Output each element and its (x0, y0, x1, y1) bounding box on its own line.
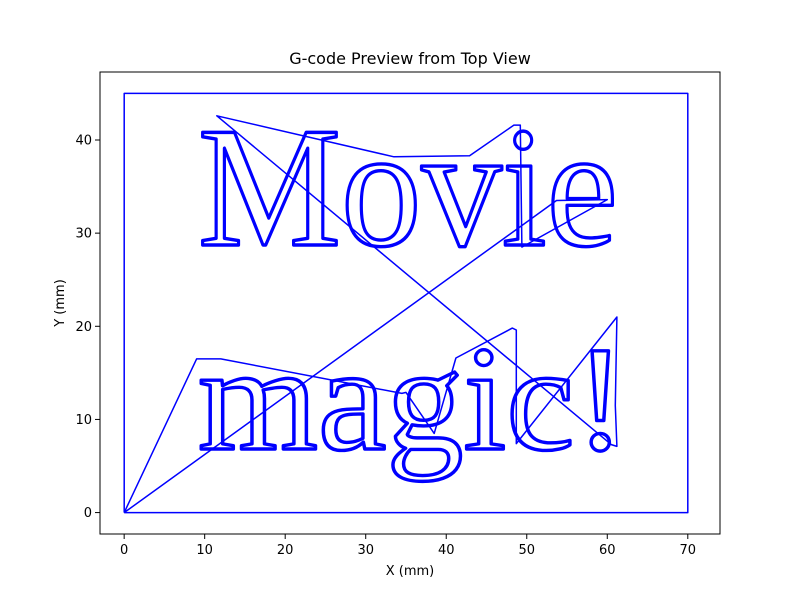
axes-frame (99, 71, 721, 535)
x-tick-label: 30 (357, 543, 374, 558)
x-tick-label: 20 (277, 543, 294, 558)
y-tick-label: 30 (75, 227, 92, 242)
x-tick-label: 0 (120, 543, 128, 558)
x-tick-label: 40 (438, 543, 455, 558)
y-tick-label: 10 (75, 413, 92, 428)
x-tick-label: 10 (196, 543, 213, 558)
x-tick-label: 70 (680, 543, 697, 558)
y-axis: 0 10 20 30 40 (75, 133, 100, 521)
x-axis: 0 10 20 30 40 50 60 70 (120, 534, 696, 558)
y-tick-label: 20 (75, 320, 92, 335)
y-axis-label: Y (mm) (53, 279, 68, 328)
glyph-layer: Movie magic! (196, 91, 627, 483)
x-tick-label: 50 (518, 543, 535, 558)
chart-title: G-code Preview from Top View (289, 49, 531, 68)
toolpath-text-bottom: magic! (198, 316, 626, 482)
lines-layer (123, 92, 689, 514)
series-travel-line (123, 115, 618, 514)
y-tick-label: 40 (75, 133, 92, 148)
toolpath-text-top: Movie (198, 93, 618, 283)
plot-area: Movie magic! (123, 91, 689, 514)
y-tick-label: 0 (84, 506, 92, 521)
x-axis-label: X (mm) (386, 564, 435, 579)
x-tick-label: 60 (599, 543, 616, 558)
series-boundary-line (123, 92, 689, 514)
